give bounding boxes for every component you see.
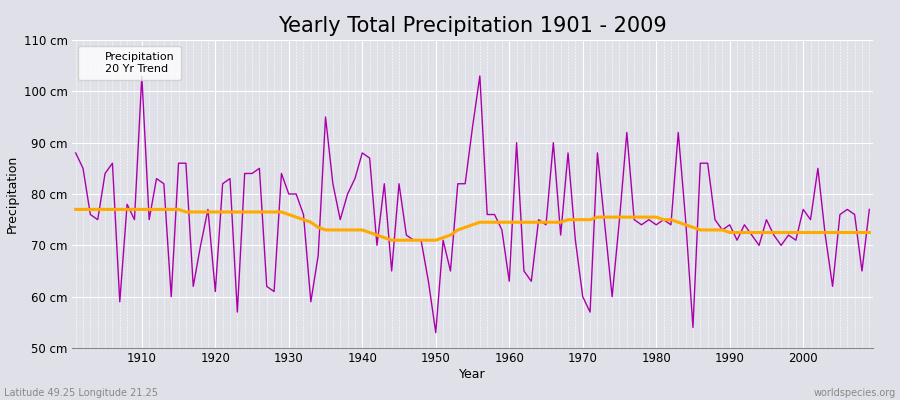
20 Yr Trend — [599, 215, 610, 220]
Precipitation — [511, 140, 522, 145]
20 Yr Trend — [129, 207, 140, 212]
Precipitation — [518, 269, 529, 274]
Precipitation — [607, 294, 617, 299]
20 Yr Trend — [511, 220, 522, 225]
Legend: Precipitation, 20 Yr Trend: Precipitation, 20 Yr Trend — [77, 46, 181, 80]
20 Yr Trend — [335, 228, 346, 232]
Precipitation — [70, 150, 81, 155]
Title: Yearly Total Precipitation 1901 - 2009: Yearly Total Precipitation 1901 - 2009 — [278, 16, 667, 36]
Text: worldspecies.org: worldspecies.org — [814, 388, 896, 398]
Precipitation — [137, 74, 148, 78]
X-axis label: Year: Year — [459, 368, 486, 381]
Precipitation — [430, 330, 441, 335]
20 Yr Trend — [386, 238, 397, 242]
20 Yr Trend — [864, 230, 875, 235]
Precipitation — [864, 207, 875, 212]
Line: 20 Yr Trend: 20 Yr Trend — [76, 210, 869, 240]
20 Yr Trend — [291, 215, 302, 220]
Line: Precipitation: Precipitation — [76, 76, 869, 333]
20 Yr Trend — [70, 207, 81, 212]
Precipitation — [342, 192, 353, 196]
Precipitation — [129, 217, 140, 222]
Text: Latitude 49.25 Longitude 21.25: Latitude 49.25 Longitude 21.25 — [4, 388, 158, 398]
Precipitation — [298, 212, 309, 217]
20 Yr Trend — [504, 220, 515, 225]
Y-axis label: Precipitation: Precipitation — [5, 155, 18, 233]
